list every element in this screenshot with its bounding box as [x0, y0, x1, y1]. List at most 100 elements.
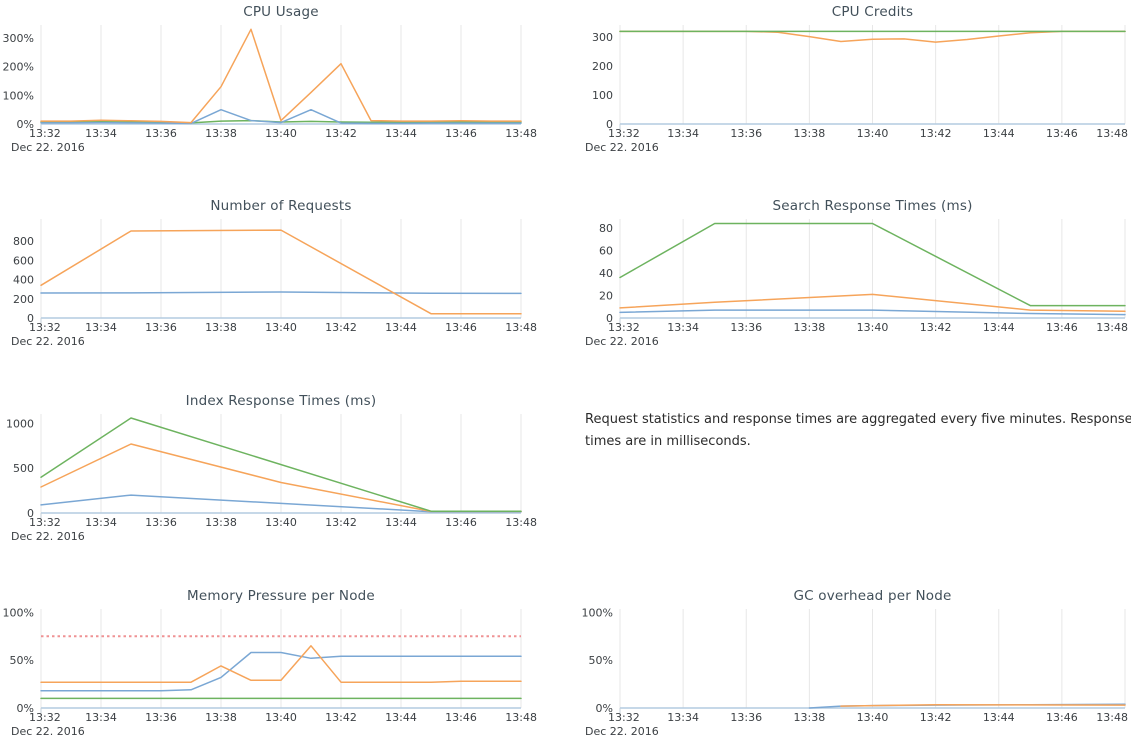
gc-overhead-plot[interactable]: 0%50%100%13:32 13:34 13:36 13:38 13:40 13:42 1… [574, 584, 1131, 741]
grid-lines [40, 414, 522, 513]
svg-text:100%: 100% [3, 606, 34, 619]
memory-pressure-plot[interactable]: 0%50%100%13:32 13:34 13:36 13:38 13:40 13:42 1… [0, 584, 540, 741]
svg-text:13:32: 13:32 [29, 711, 61, 724]
y-axis-labels: 0% 50% 100% [3, 606, 34, 715]
svg-text:13:46: 13:46 [445, 516, 477, 529]
grid-lines [40, 25, 522, 124]
series-line-orange [40, 645, 522, 683]
svg-text:13:48: 13:48 [505, 127, 537, 140]
svg-text:13:44: 13:44 [983, 711, 1015, 724]
series-line-orange [40, 28, 522, 124]
svg-text:200%: 200% [3, 61, 34, 74]
svg-text:0: 0 [606, 312, 613, 325]
svg-text:13:38: 13:38 [205, 321, 237, 334]
svg-text:13:46: 13:46 [445, 127, 477, 140]
svg-text:13:32: 13:32 [29, 321, 61, 334]
svg-text:13:34: 13:34 [667, 711, 699, 724]
svg-text:13:40: 13:40 [265, 321, 297, 334]
svg-text:50%: 50% [589, 654, 613, 667]
svg-text:13:46: 13:46 [1046, 127, 1078, 140]
date-label: Dec 22. 2016 [585, 141, 659, 154]
chart-title: CPU Usage [243, 4, 319, 20]
svg-text:13:36: 13:36 [730, 711, 762, 724]
svg-text:13:44: 13:44 [385, 516, 417, 529]
series-line-orange [840, 703, 1126, 707]
chart-title: Index Response Times (ms) [185, 393, 377, 409]
x-axis-labels: 13:32 13:34 13:36 13:38 13:40 13:42 13:44 13:46… [29, 516, 537, 529]
svg-text:13:36: 13:36 [145, 321, 177, 334]
chart-title: GC overhead per Node [793, 588, 952, 604]
svg-text:0: 0 [27, 507, 34, 520]
svg-text:13:42: 13:42 [325, 711, 357, 724]
chart-title: Memory Pressure per Node [187, 588, 375, 604]
svg-text:13:40: 13:40 [265, 516, 297, 529]
date-label: Dec 22. 2016 [11, 141, 85, 154]
svg-text:13:40: 13:40 [857, 711, 889, 724]
chart-index-response-times: Index Response Times (ms) 0 500 1000 13:32 1… [0, 389, 540, 549]
grid-lines [619, 219, 1126, 318]
svg-text:13:36: 13:36 [145, 516, 177, 529]
cpu-credits-plot[interactable]: 0 100 200 300 13:32 13:34 13:36 13:38 13:40 13:42… [574, 0, 1131, 160]
chart-cpu-credits: CPU Credits 0 100 200 300 13:32 13:34 13:36 13:… [574, 0, 1131, 160]
svg-text:13:46: 13:46 [1046, 711, 1078, 724]
svg-text:13:42: 13:42 [325, 321, 357, 334]
chart-cpu-usage: CPU Usage 0% 100% 200% 300% 13:32 13:34 13:36 1… [0, 0, 540, 160]
x-axis-labels: 13:32 13:34 13:36 13:38 13:40 13:42 13:44 13:46… [608, 127, 1128, 140]
svg-text:13:34: 13:34 [85, 127, 117, 140]
chart-number-of-requests: Number of Requests 0 200 400 600 800 13:32 13:… [0, 194, 540, 354]
svg-text:13:44: 13:44 [385, 321, 417, 334]
svg-text:13:32: 13:32 [29, 127, 61, 140]
svg-text:500: 500 [13, 462, 34, 475]
svg-text:13:46: 13:46 [1046, 321, 1078, 334]
svg-text:13:36: 13:36 [145, 711, 177, 724]
svg-text:50%: 50% [10, 654, 34, 667]
svg-text:13:38: 13:38 [205, 711, 237, 724]
chart-title: CPU Credits [831, 4, 914, 20]
svg-text:13:48: 13:48 [1096, 127, 1128, 140]
svg-text:13:40: 13:40 [265, 127, 297, 140]
svg-text:0%: 0% [596, 702, 613, 715]
chart-title: Search Response Times (ms) [772, 198, 973, 214]
series-line-orange [619, 30, 1126, 43]
svg-text:13:36: 13:36 [730, 127, 762, 140]
svg-text:13:42: 13:42 [325, 516, 357, 529]
svg-text:13:34: 13:34 [85, 711, 117, 724]
date-label: Dec 22. 2016 [11, 335, 85, 348]
svg-text:80: 80 [599, 222, 613, 235]
chart-title: Number of Requests [210, 198, 352, 214]
svg-text:13:44: 13:44 [983, 321, 1015, 334]
x-axis-labels: 13:32 13:34 13:36 13:38 13:40 13:42 13:44 13:46… [29, 711, 537, 724]
series-line-green [40, 417, 522, 512]
svg-text:13:36: 13:36 [145, 127, 177, 140]
svg-text:13:46: 13:46 [445, 711, 477, 724]
series-line-blue [40, 108, 522, 125]
svg-text:13:44: 13:44 [385, 711, 417, 724]
svg-text:13:34: 13:34 [667, 321, 699, 334]
aggregation-note: Request statistics and response times ar… [585, 412, 1131, 449]
svg-text:1000: 1000 [6, 417, 34, 430]
x-axis-labels: 13:32 13:34 13:36 13:38 13:40 13:42 13:44 13:46… [29, 321, 537, 334]
grid-lines [619, 25, 1126, 124]
x-axis-labels: 13:32 13:34 13:36 13:38 13:40 13:42 13:44 13:46… [608, 321, 1128, 334]
svg-text:13:32: 13:32 [29, 516, 61, 529]
svg-text:13:38: 13:38 [205, 516, 237, 529]
series-line-blue [619, 309, 1126, 316]
y-axis-labels: 0 200 400 600 800 [13, 235, 34, 325]
svg-text:0%: 0% [17, 118, 34, 131]
series-line-orange [40, 229, 522, 315]
svg-text:100%: 100% [582, 606, 613, 619]
svg-text:60: 60 [599, 245, 613, 258]
svg-text:13:40: 13:40 [265, 711, 297, 724]
svg-text:100: 100 [592, 89, 613, 102]
svg-text:0: 0 [606, 118, 613, 131]
series-line-blue [40, 651, 522, 692]
date-label: Dec 22. 2016 [11, 530, 85, 543]
svg-text:13:48: 13:48 [505, 321, 537, 334]
svg-text:13:34: 13:34 [85, 516, 117, 529]
cpu-usage-plot[interactable]: 0%100%200%300%13:32 13:34 13:36 13:38 13:40 1… [0, 0, 540, 160]
svg-text:13:40: 13:40 [857, 321, 889, 334]
